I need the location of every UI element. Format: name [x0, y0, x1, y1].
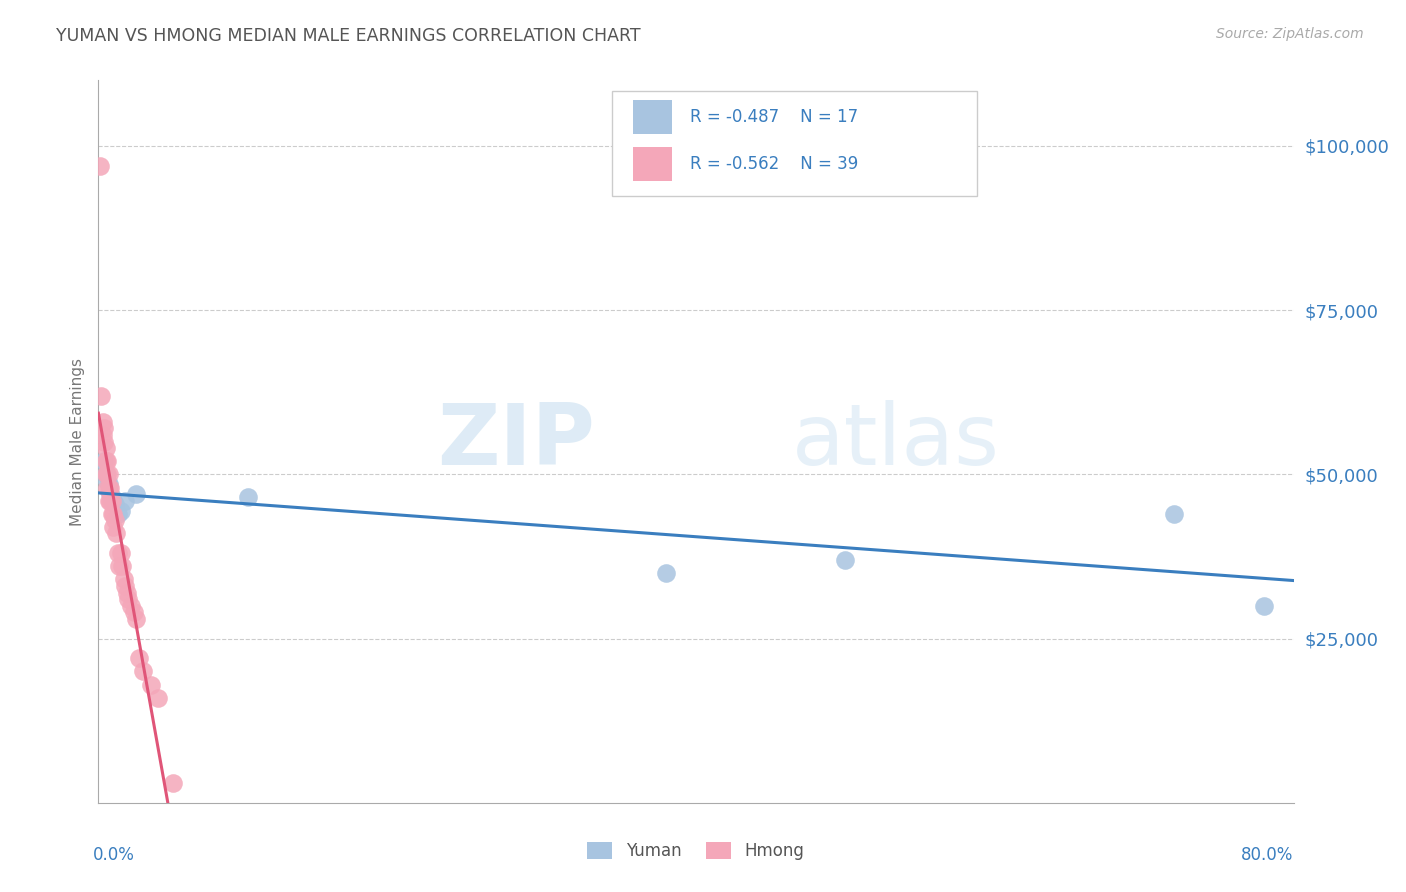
Point — [96, 467, 118, 482]
Bar — [633, 100, 672, 135]
Point — [104, 513, 127, 527]
Point — [1163, 507, 1185, 521]
Point — [98, 487, 122, 501]
Text: ZIP: ZIP — [437, 400, 595, 483]
Point — [120, 599, 142, 613]
Text: 80.0%: 80.0% — [1241, 847, 1294, 864]
Bar — [633, 147, 672, 181]
Point — [93, 454, 115, 468]
Point — [834, 553, 856, 567]
Text: YUMAN VS HMONG MEDIAN MALE EARNINGS CORRELATION CHART: YUMAN VS HMONG MEDIAN MALE EARNINGS CORR… — [56, 27, 641, 45]
Point — [108, 559, 131, 574]
Point — [98, 481, 122, 495]
Point — [93, 421, 115, 435]
Point — [105, 526, 128, 541]
Point — [117, 592, 139, 607]
Point — [93, 434, 115, 449]
Point — [104, 497, 127, 511]
Point — [139, 677, 162, 691]
Legend: Yuman, Hmong: Yuman, Hmong — [581, 835, 811, 867]
Point — [107, 546, 129, 560]
Point — [112, 573, 135, 587]
Point — [114, 493, 136, 508]
Point — [97, 467, 120, 482]
Point — [110, 546, 132, 560]
Text: 0.0%: 0.0% — [93, 847, 135, 864]
Point — [107, 507, 129, 521]
Point — [148, 690, 170, 705]
Point — [96, 481, 118, 495]
Point — [96, 454, 118, 468]
Point — [94, 467, 117, 482]
Point — [91, 415, 114, 429]
Point — [132, 665, 155, 679]
Point — [103, 520, 125, 534]
Point — [97, 477, 120, 491]
Text: R = -0.487    N = 17: R = -0.487 N = 17 — [690, 108, 858, 126]
FancyBboxPatch shape — [613, 91, 977, 196]
Point — [115, 585, 138, 599]
Point — [94, 454, 117, 468]
Point — [110, 503, 132, 517]
Point — [101, 491, 124, 505]
Text: R = -0.562    N = 39: R = -0.562 N = 39 — [690, 155, 858, 173]
Point — [91, 428, 114, 442]
Text: atlas: atlas — [792, 400, 1000, 483]
Text: Source: ZipAtlas.com: Source: ZipAtlas.com — [1216, 27, 1364, 41]
Point — [111, 559, 134, 574]
Point — [96, 474, 118, 488]
Point — [1253, 599, 1275, 613]
Point — [94, 441, 117, 455]
Point — [114, 579, 136, 593]
Y-axis label: Median Male Earnings: Median Male Earnings — [69, 358, 84, 525]
Point — [655, 566, 678, 580]
Point — [97, 481, 120, 495]
Point — [101, 507, 124, 521]
Point — [128, 651, 150, 665]
Point — [125, 612, 148, 626]
Point — [94, 467, 117, 482]
Point — [98, 493, 122, 508]
Point — [162, 776, 184, 790]
Point — [90, 388, 112, 402]
Point — [124, 605, 146, 619]
Point — [101, 493, 124, 508]
Point — [89, 159, 111, 173]
Point — [236, 491, 259, 505]
Point — [125, 487, 148, 501]
Point — [103, 507, 125, 521]
Point — [97, 493, 120, 508]
Point — [103, 493, 125, 508]
